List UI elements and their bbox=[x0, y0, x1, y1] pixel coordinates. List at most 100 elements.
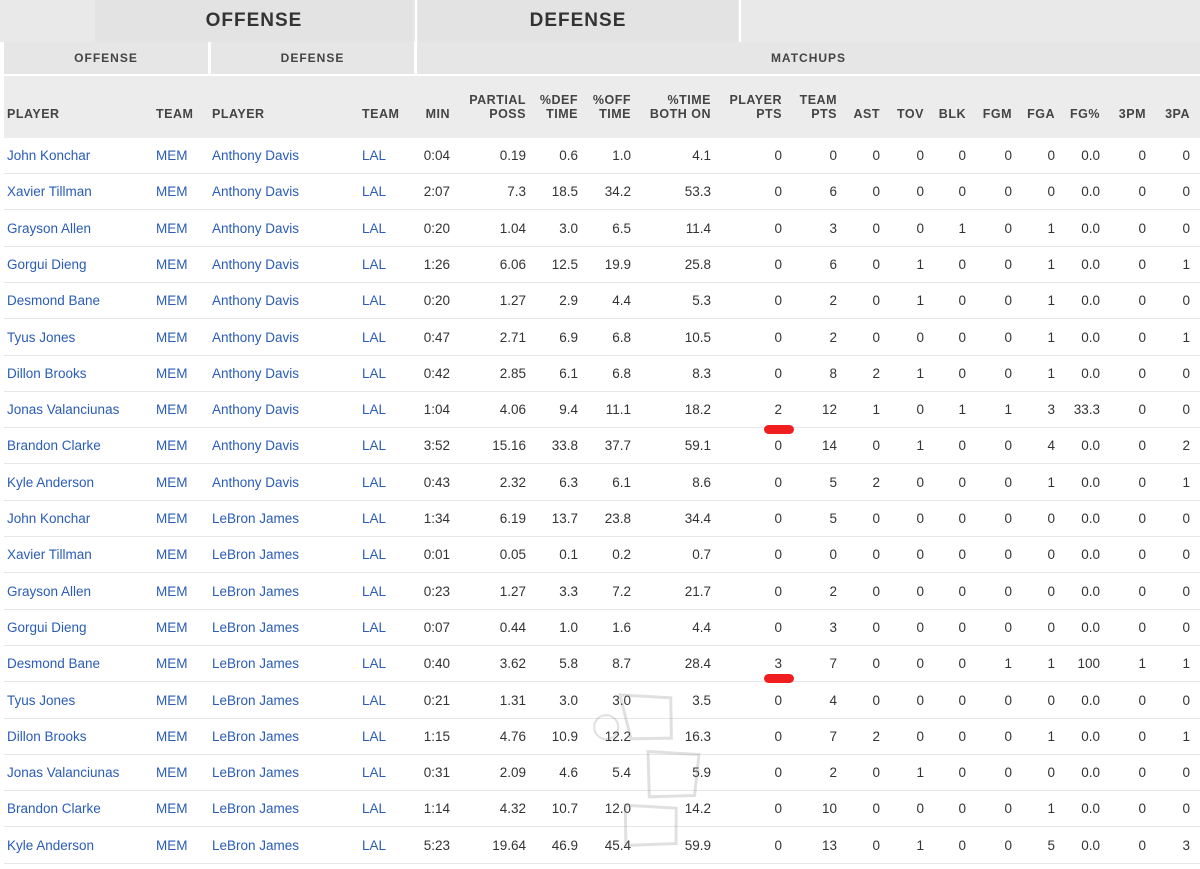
column-header-fgm[interactable]: FGM bbox=[982, 107, 1012, 121]
cell-offense-team[interactable]: MEM bbox=[156, 184, 188, 199]
column-header-blk[interactable]: BLK bbox=[938, 107, 966, 121]
cell-defense-team[interactable]: LAL bbox=[362, 511, 387, 526]
cell-offense-player[interactable]: Desmond Bane bbox=[7, 656, 101, 671]
cell-defense-player[interactable]: LeBron James bbox=[212, 620, 300, 635]
cell-offense-player[interactable]: Xavier Tillman bbox=[7, 184, 92, 199]
cell-defense-player[interactable]: Anthony Davis bbox=[212, 293, 300, 308]
cell-offense-player[interactable]: Kyle Anderson bbox=[7, 475, 95, 490]
cell-offense-player[interactable]: Tyus Jones bbox=[7, 693, 76, 708]
tab-offense[interactable]: OFFENSE bbox=[95, 0, 413, 42]
cell-offense-team[interactable]: MEM bbox=[156, 330, 188, 345]
column-header-offense-player[interactable]: PLAYER bbox=[7, 107, 60, 121]
column-header-pct-off-time[interactable]: %OFF TIME bbox=[592, 93, 631, 121]
cell-offense-team[interactable]: MEM bbox=[156, 293, 188, 308]
cell-defense-team[interactable]: LAL bbox=[362, 257, 387, 272]
cell-offense-team[interactable]: MEM bbox=[156, 801, 188, 816]
cell-defense-player[interactable]: Anthony Davis bbox=[212, 475, 300, 490]
column-header-min[interactable]: MIN bbox=[425, 107, 450, 121]
cell-offense-team[interactable]: MEM bbox=[156, 584, 188, 599]
cell-defense-player[interactable]: Anthony Davis bbox=[212, 438, 300, 453]
cell-defense-player[interactable]: LeBron James bbox=[212, 765, 300, 780]
tab-defense[interactable]: DEFENSE bbox=[418, 0, 738, 42]
cell-defense-team[interactable]: LAL bbox=[362, 656, 387, 671]
cell-offense-team[interactable]: MEM bbox=[156, 765, 188, 780]
column-header-partial-poss[interactable]: PARTIAL POSS bbox=[469, 93, 526, 121]
column-header-defense-team[interactable]: TEAM bbox=[362, 107, 400, 121]
cell-offense-team[interactable]: MEM bbox=[156, 366, 188, 381]
cell-offense-team[interactable]: MEM bbox=[156, 656, 188, 671]
column-header-fg-pct[interactable]: FG% bbox=[1070, 107, 1100, 121]
column-header-team-pts[interactable]: TEAM PTS bbox=[799, 93, 837, 121]
cell-offense-team[interactable]: MEM bbox=[156, 438, 188, 453]
cell-offense-player[interactable]: Dillon Brooks bbox=[7, 366, 87, 381]
cell-defense-team[interactable]: LAL bbox=[362, 584, 387, 599]
cell-defense-team[interactable]: LAL bbox=[362, 620, 387, 635]
cell-defense-team[interactable]: LAL bbox=[362, 547, 387, 562]
cell-defense-team[interactable]: LAL bbox=[362, 330, 387, 345]
cell-defense-player[interactable]: LeBron James bbox=[212, 511, 300, 526]
cell-defense-player[interactable]: Anthony Davis bbox=[212, 366, 300, 381]
cell-offense-team[interactable]: MEM bbox=[156, 221, 188, 236]
column-header-defense-player[interactable]: PLAYER bbox=[212, 107, 265, 121]
cell-offense-player[interactable]: Jonas Valanciunas bbox=[7, 765, 120, 780]
cell-offense-player[interactable]: Brandon Clarke bbox=[7, 438, 101, 453]
cell-defense-team[interactable]: LAL bbox=[362, 475, 387, 490]
cell-offense-team[interactable]: MEM bbox=[156, 475, 188, 490]
cell-offense-player[interactable]: Desmond Bane bbox=[7, 293, 101, 308]
cell-offense-player[interactable]: Dillon Brooks bbox=[7, 729, 87, 744]
cell-defense-player[interactable]: LeBron James bbox=[212, 547, 300, 562]
cell-defense-player[interactable]: LeBron James bbox=[212, 838, 300, 853]
column-header-tov[interactable]: TOV bbox=[897, 107, 924, 121]
column-header-player-pts[interactable]: PLAYER PTS bbox=[729, 93, 782, 121]
cell-defense-team[interactable]: LAL bbox=[362, 402, 387, 417]
cell-offense-player[interactable]: Grayson Allen bbox=[7, 221, 92, 236]
cell-offense-team[interactable]: MEM bbox=[156, 257, 188, 272]
cell-offense-player[interactable]: Xavier Tillman bbox=[7, 547, 92, 562]
cell-defense-team[interactable]: LAL bbox=[362, 184, 387, 199]
cell-defense-team[interactable]: LAL bbox=[362, 366, 387, 381]
column-header-three-pa[interactable]: 3PA bbox=[1165, 107, 1190, 121]
column-header-pct-time-both-on[interactable]: %TIME BOTH ON bbox=[649, 93, 711, 121]
cell-defense-team[interactable]: LAL bbox=[362, 438, 387, 453]
cell-defense-team[interactable]: LAL bbox=[362, 765, 387, 780]
cell-defense-player[interactable]: Anthony Davis bbox=[212, 257, 300, 272]
cell-offense-player[interactable]: Grayson Allen bbox=[7, 584, 92, 599]
cell-defense-player[interactable]: Anthony Davis bbox=[212, 184, 300, 199]
cell-defense-player[interactable]: Anthony Davis bbox=[212, 330, 300, 345]
cell-offense-team[interactable]: MEM bbox=[156, 729, 188, 744]
column-header-ast[interactable]: AST bbox=[853, 107, 880, 121]
cell-offense-team[interactable]: MEM bbox=[156, 402, 188, 417]
cell-offense-team[interactable]: MEM bbox=[156, 547, 188, 562]
cell-defense-player[interactable]: LeBron James bbox=[212, 729, 300, 744]
cell-offense-player[interactable]: Gorgui Dieng bbox=[7, 257, 87, 272]
cell-offense-player[interactable]: Tyus Jones bbox=[7, 330, 76, 345]
cell-defense-team[interactable]: LAL bbox=[362, 221, 387, 236]
cell-defense-player[interactable]: Anthony Davis bbox=[212, 221, 300, 236]
column-header-fga[interactable]: FGA bbox=[1027, 107, 1055, 121]
cell-offense-team[interactable]: MEM bbox=[156, 620, 188, 635]
cell-offense-team[interactable]: MEM bbox=[156, 511, 188, 526]
cell-defense-team[interactable]: LAL bbox=[362, 838, 387, 853]
cell-defense-team[interactable]: LAL bbox=[362, 693, 387, 708]
cell-defense-team[interactable]: LAL bbox=[362, 729, 387, 744]
cell-defense-player[interactable]: LeBron James bbox=[212, 656, 300, 671]
cell-defense-player[interactable]: LeBron James bbox=[212, 584, 300, 599]
cell-defense-team[interactable]: LAL bbox=[362, 293, 387, 308]
cell-defense-player[interactable]: LeBron James bbox=[212, 801, 300, 816]
cell-defense-team[interactable]: LAL bbox=[362, 148, 387, 163]
column-header-pct-def-time[interactable]: %DEF TIME bbox=[539, 93, 578, 121]
column-header-three-pm[interactable]: 3PM bbox=[1118, 107, 1146, 121]
cell-offense-team[interactable]: MEM bbox=[156, 148, 188, 163]
cell-offense-player[interactable]: Kyle Anderson bbox=[7, 838, 95, 853]
cell-offense-player[interactable]: Jonas Valanciunas bbox=[7, 402, 120, 417]
cell-defense-player[interactable]: Anthony Davis bbox=[212, 148, 300, 163]
cell-offense-player[interactable]: John Konchar bbox=[7, 511, 91, 526]
cell-offense-player[interactable]: Gorgui Dieng bbox=[7, 620, 87, 635]
cell-offense-team[interactable]: MEM bbox=[156, 693, 188, 708]
cell-defense-team[interactable]: LAL bbox=[362, 801, 387, 816]
cell-defense-player[interactable]: LeBron James bbox=[212, 693, 300, 708]
cell-offense-team[interactable]: MEM bbox=[156, 838, 188, 853]
cell-offense-player[interactable]: Brandon Clarke bbox=[7, 801, 101, 816]
cell-offense-player[interactable]: John Konchar bbox=[7, 148, 91, 163]
cell-defense-player[interactable]: Anthony Davis bbox=[212, 402, 300, 417]
